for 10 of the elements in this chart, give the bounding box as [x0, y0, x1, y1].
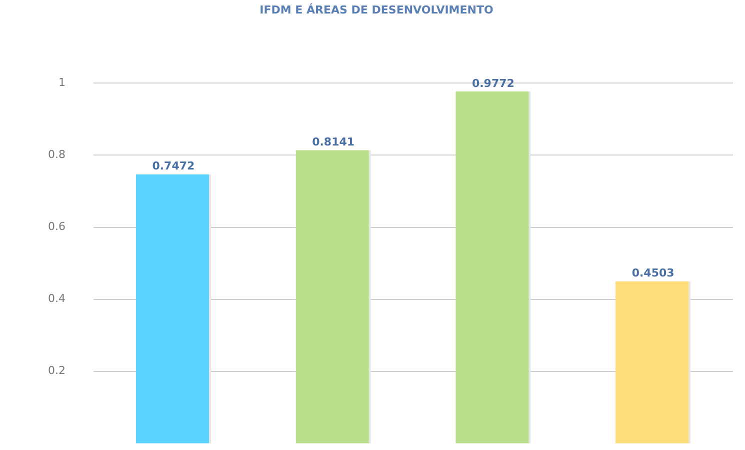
y-tick-label: 0.4	[48, 292, 66, 306]
y-tick-label: 1	[58, 76, 66, 90]
data-label: 0.9772	[472, 76, 514, 90]
y-tick-label: 0.8	[48, 148, 66, 162]
data-label: 0.8141	[312, 136, 355, 149]
data-label: 0.4503	[632, 266, 674, 280]
chart-title: IFDM E ÁREAS DE DESENVOLVIMENTO	[260, 2, 494, 16]
y-tick-label: 0.6	[48, 220, 66, 234]
data-label: 0.7472	[152, 160, 195, 173]
y-tick-label: 0.2	[48, 364, 66, 378]
